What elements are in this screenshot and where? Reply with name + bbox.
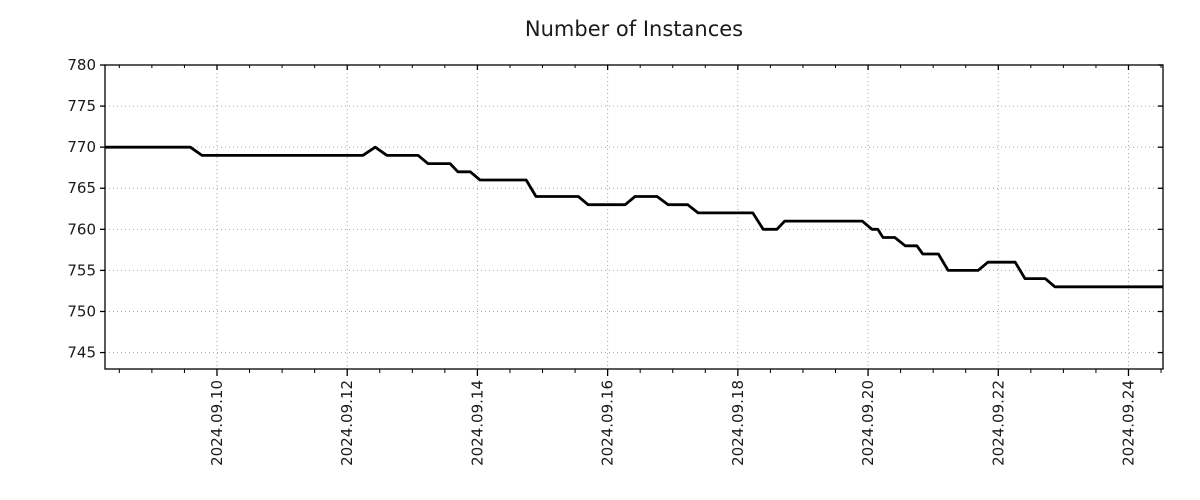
y-tick-label: 755 bbox=[67, 261, 96, 279]
x-tick-label: 2024.09.16 bbox=[599, 380, 617, 466]
plot-frame bbox=[104, 64, 1164, 370]
grid-layer bbox=[105, 65, 1163, 369]
x-tick-label: 2024.09.24 bbox=[1119, 380, 1137, 466]
x-tick-label: 2024.09.14 bbox=[468, 380, 486, 466]
y-tick-label: 750 bbox=[67, 302, 96, 320]
y-tick-label: 780 bbox=[67, 56, 96, 74]
series-line bbox=[105, 145, 1163, 289]
x-tick-label: 2024.09.12 bbox=[338, 380, 356, 466]
y-tick-label: 775 bbox=[67, 97, 96, 115]
series-layer bbox=[105, 145, 1163, 289]
x-tick-label: 2024.09.10 bbox=[208, 380, 226, 466]
y-tick-label: 770 bbox=[67, 138, 96, 156]
y-tick-label: 745 bbox=[67, 344, 96, 362]
y-tick-label: 765 bbox=[67, 179, 96, 197]
axis-layer: 780 775 770 765 760 755 750 745 2024.09.10 2024.0… bbox=[67, 56, 1164, 466]
x-tick-label: 2024.09.18 bbox=[729, 380, 747, 466]
chart-title: Number of Instances bbox=[525, 17, 743, 41]
x-tick-label: 2024.09.20 bbox=[859, 380, 877, 466]
x-tick-label: 2024.09.22 bbox=[989, 380, 1007, 466]
y-tick-label: 760 bbox=[67, 220, 96, 238]
